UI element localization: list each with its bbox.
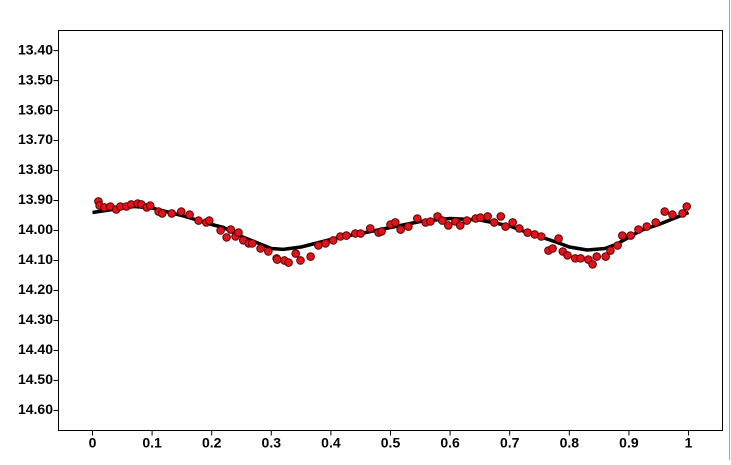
data-point [613,241,622,250]
x-tick-label: 0.9 [619,435,639,451]
y-tick-label: 14.60 [18,401,53,417]
data-point [390,218,400,227]
data-point [145,201,155,210]
x-tick-label: 0.8 [560,435,580,451]
data-point [216,226,225,235]
data-point [377,227,386,236]
data-point [247,239,257,248]
y-tick-label: 13.90 [18,191,53,207]
data-point [668,210,677,219]
data-point [404,222,413,231]
data-point [234,228,243,237]
data-point [455,221,465,230]
data-point [660,207,669,216]
data-point [413,214,422,223]
data-point [576,254,585,263]
data-point [205,216,214,225]
data-point [483,212,492,221]
data-point [678,209,687,218]
data-point [501,222,510,231]
data-point [284,258,293,267]
data-point [185,210,194,219]
data-point [508,218,517,227]
data-point [592,252,602,261]
data-point [396,225,405,234]
y-tick-label: 14.40 [18,341,53,357]
data-point [328,236,338,245]
y-tick-label: 14.00 [18,221,53,237]
data-point [634,225,643,234]
data-point [264,247,273,256]
data-point [321,239,330,248]
data-point [296,256,305,265]
x-tick-label: 0.4 [321,435,341,451]
data-point [626,231,636,240]
data-point [606,246,615,255]
data-point [601,252,610,261]
data-point [306,252,315,261]
x-tick-label: 0.3 [262,435,282,451]
data-point [563,251,572,260]
y-tick-label: 13.80 [18,161,53,177]
data-point [226,225,236,234]
y-tick-label: 14.50 [18,371,53,387]
data-point [291,249,301,258]
data-point [365,224,375,233]
data-point [356,229,365,238]
x-tick-label: 0 [89,435,97,451]
data-point [496,212,506,221]
data-point [618,231,627,240]
y-tick-label: 14.30 [18,311,53,327]
data-point [342,231,351,240]
data-point [444,221,453,230]
data-point [523,228,532,237]
data-point [222,233,231,242]
data-point [256,244,265,253]
data-point [314,241,323,250]
x-tick-label: 0.2 [202,435,222,451]
data-point [682,202,692,211]
data-point [167,209,177,218]
x-tick-label: 0.1 [142,435,162,451]
x-tick-label: 1 [685,435,693,451]
data-point [514,224,524,233]
data-point [642,222,652,231]
data-point [651,218,661,227]
data-point [438,216,447,225]
data-point [537,232,546,241]
data-point [426,217,435,226]
data-point [272,255,282,264]
x-tick-label: 0.5 [381,435,401,451]
y-tick-label: 13.40 [18,41,53,57]
data-point [157,209,167,218]
data-point [554,234,563,243]
data-point [489,218,499,227]
data-point [548,244,557,253]
y-tick-label: 14.10 [18,251,53,267]
x-tick-label: 0.7 [500,435,520,451]
y-tick-label: 13.70 [18,131,53,147]
data-point [462,216,472,225]
y-tick-label: 13.50 [18,71,53,87]
y-tick-label: 14.20 [18,281,53,297]
data-point [194,216,203,225]
x-tick-label: 0.6 [440,435,460,451]
y-tick-label: 13.60 [18,101,53,117]
data-point [588,260,597,269]
data-point [476,213,485,222]
data-point [176,207,186,216]
